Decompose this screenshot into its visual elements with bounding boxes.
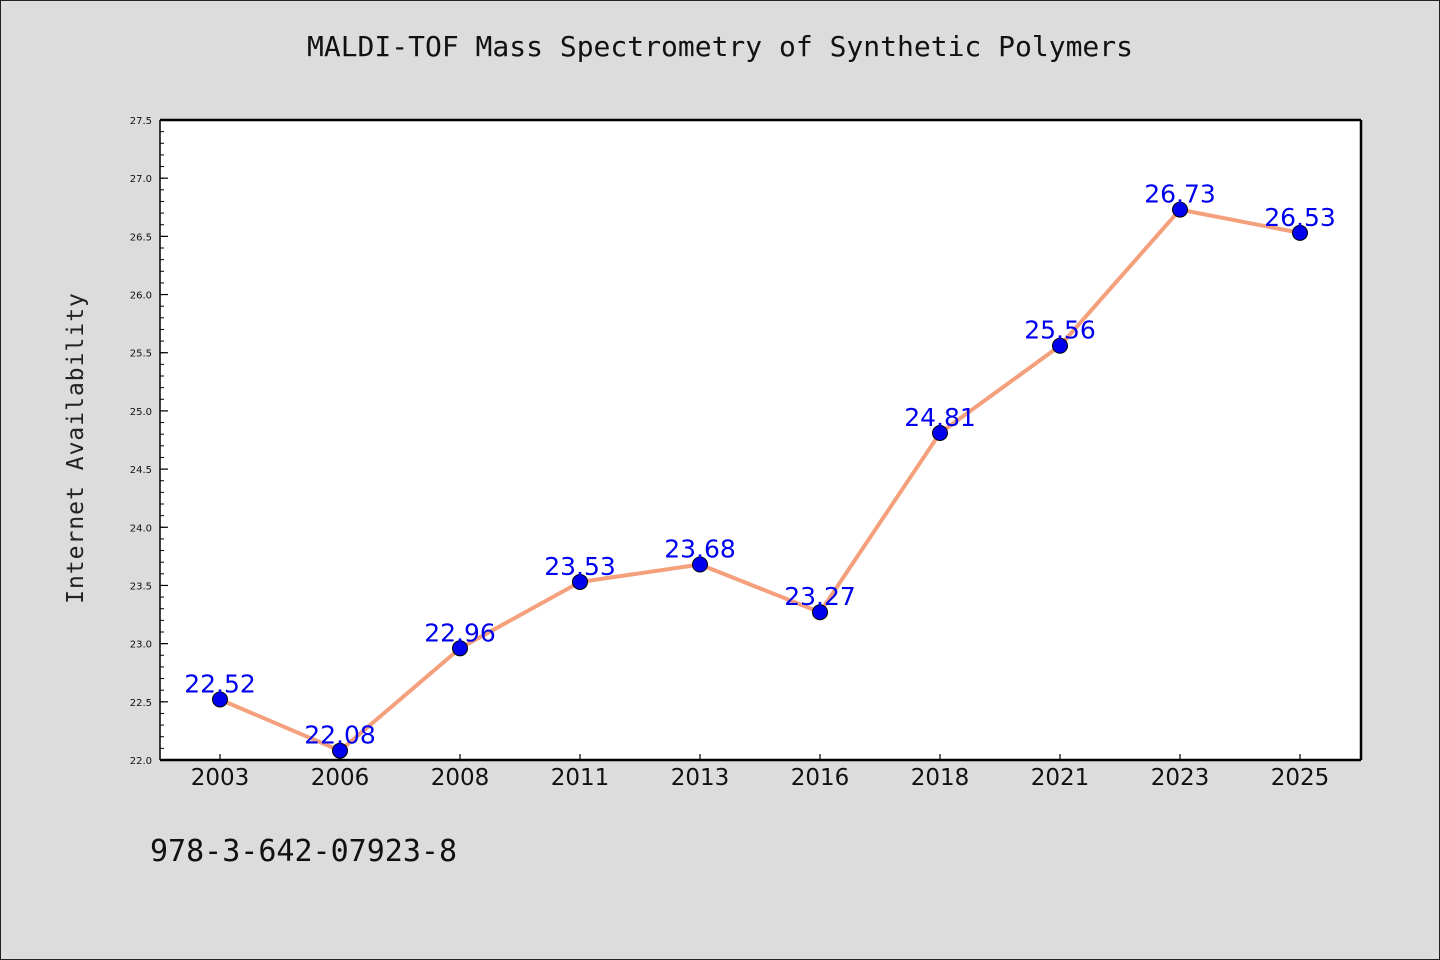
data-label: 23.27 — [784, 582, 856, 611]
footer-code: 978-3-642-07923-8 — [150, 834, 458, 869]
data-label: 26.53 — [1264, 203, 1336, 232]
chart-title: MALDI-TOF Mass Spectrometry of Synthetic… — [306, 30, 1133, 63]
x-tick-label: 2006 — [311, 765, 370, 791]
data-point — [1052, 337, 1068, 354]
y-tick-label: 23.5 — [130, 581, 152, 592]
x-tick-label: 2008 — [431, 765, 490, 791]
y-tick-label: 23.0 — [130, 640, 152, 651]
series-line — [219, 207, 1301, 753]
y-tick-label: 27.5 — [130, 116, 152, 127]
data-point — [692, 556, 708, 573]
data-label: 25.56 — [1024, 316, 1096, 345]
data-point — [332, 742, 348, 759]
data-label: 22.52 — [184, 669, 256, 698]
x-tick-label: 2016 — [791, 765, 850, 791]
x-tick-label: 2003 — [191, 765, 250, 791]
data-point — [212, 691, 228, 708]
y-tick-label: 25.0 — [130, 407, 152, 418]
y-tick-label: 26.0 — [130, 291, 152, 302]
data-label: 22.96 — [424, 618, 496, 647]
x-tick-label: 2025 — [1271, 765, 1330, 791]
y-tick-label: 22.5 — [130, 698, 152, 709]
data-point — [1292, 224, 1308, 241]
y-tick-label: 24.0 — [130, 523, 152, 534]
x-tick-label: 2018 — [911, 765, 970, 791]
data-point — [932, 425, 948, 442]
data-label: 24.81 — [904, 403, 976, 432]
data-label: 23.68 — [664, 535, 736, 564]
plot-area — [160, 120, 1361, 760]
y-tick-label: 22.0 — [130, 756, 152, 767]
y-tick-label: 27.0 — [130, 174, 152, 185]
data-point — [1172, 201, 1188, 218]
x-tick-label: 2021 — [1031, 765, 1090, 791]
data-label: 22.08 — [304, 721, 376, 750]
x-tick-label: 2011 — [551, 765, 610, 791]
y-tick-label: 25.5 — [130, 349, 152, 360]
data-label: 26.73 — [1144, 180, 1216, 209]
x-tick-label: 2023 — [1151, 765, 1210, 791]
y-tick-label: 26.5 — [130, 232, 152, 243]
x-tick-label: 2013 — [671, 765, 730, 791]
y-tick-label: 24.5 — [130, 465, 152, 476]
data-label: 23.53 — [544, 552, 616, 581]
data-point — [812, 604, 828, 621]
data-point — [572, 573, 588, 590]
data-point — [452, 640, 468, 657]
